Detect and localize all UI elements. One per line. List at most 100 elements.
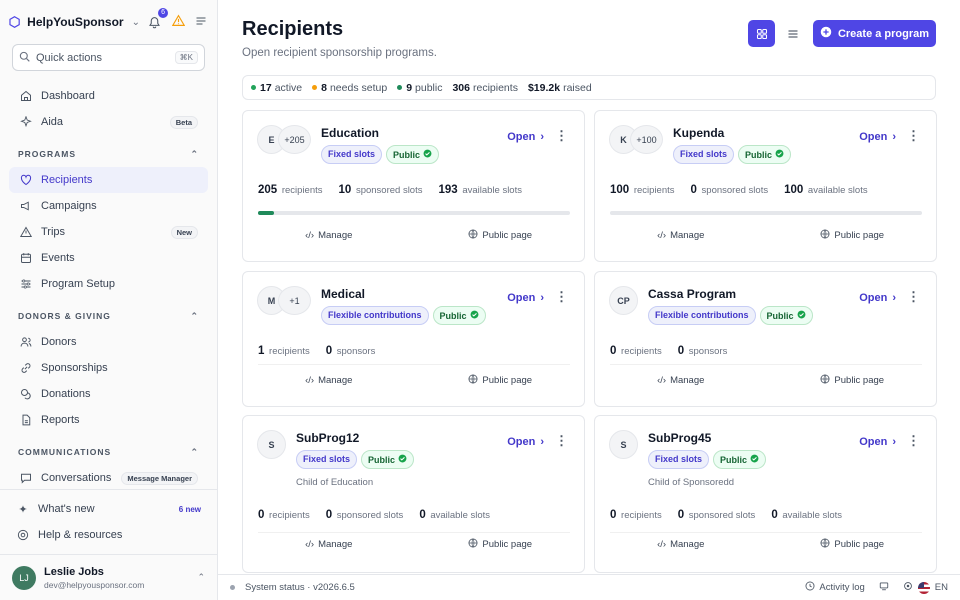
triangle-icon xyxy=(19,225,33,239)
language-picker[interactable]: EN xyxy=(903,581,948,594)
manage-link[interactable]: ‹/› Manage xyxy=(305,230,353,241)
program-name[interactable]: Kupenda xyxy=(673,126,725,140)
program-card-kupenda[interactable]: K +100 Kupenda Fixed slots Public Open › ⋮ … xyxy=(594,110,937,262)
public-page-link[interactable]: Public page xyxy=(767,538,939,551)
manage-link[interactable]: ‹/› Manage xyxy=(657,539,705,550)
more-options-icon[interactable]: ⋮ xyxy=(907,433,920,448)
public-tag: Public xyxy=(432,306,486,325)
program-card-education[interactable]: E +205 Education Fixed slots Public Open › … xyxy=(242,110,585,262)
program-name[interactable]: Cassa Program xyxy=(648,287,737,301)
program-name[interactable]: SubProg45 xyxy=(648,431,712,445)
open-button[interactable]: Open › xyxy=(507,131,544,143)
warning-icon[interactable] xyxy=(171,14,186,30)
chevron-up-icon: ⌃ xyxy=(190,148,199,159)
progress-bar xyxy=(258,211,570,215)
sidebar-item-label: Conversations xyxy=(41,472,112,484)
sidebar-bottom: ✦ What's new 6 new Help & resources xyxy=(0,489,217,554)
open-button[interactable]: Open › xyxy=(507,436,544,448)
sidebar-item-aida[interactable]: Aida Beta xyxy=(9,109,208,135)
user-menu[interactable]: LJ Leslie Jobs dev@helpyousponsor.com ⌃ xyxy=(0,554,217,600)
view-toggle xyxy=(748,20,806,47)
program-name[interactable]: Education xyxy=(321,126,380,140)
sidebar-item-label: Recipients xyxy=(41,174,93,186)
sidebar-item-campaigns[interactable]: Campaigns xyxy=(9,193,208,219)
open-button[interactable]: Open › xyxy=(859,292,896,304)
stat-needs-setup: 8 needs setup xyxy=(312,82,387,94)
sidebar-item-recipients[interactable]: Recipients xyxy=(9,167,208,193)
public-page-link[interactable]: Public page xyxy=(415,538,587,551)
section-communications[interactable]: COMMUNICATIONS ⌃ xyxy=(0,439,217,465)
chevron-up-icon: ⌃ xyxy=(197,572,205,582)
more-options-icon[interactable]: ⋮ xyxy=(907,128,920,143)
check-circle-icon xyxy=(797,310,806,321)
stat-active: 17 active xyxy=(251,82,302,94)
metric-recipients: 100 recipients xyxy=(610,184,675,196)
users-icon xyxy=(19,335,33,349)
sidebar-item-sponsorships[interactable]: Sponsorships xyxy=(9,355,208,381)
user-email: dev@helpyousponsor.com xyxy=(44,579,145,590)
system-status[interactable]: System status · v2026.6.5 xyxy=(245,582,355,593)
brand-name[interactable]: HelpYouSponsor xyxy=(27,15,124,29)
list-icon xyxy=(788,29,797,38)
program-card-cassa-program[interactable]: CP Cassa Program Flexible contributions P… xyxy=(594,271,937,407)
help-link[interactable]: Help & resources xyxy=(6,522,211,548)
manage-link[interactable]: ‹/› Manage xyxy=(305,375,353,386)
sidebar-item-reports[interactable]: Reports xyxy=(9,407,208,433)
chevron-down-icon[interactable]: ⌄ xyxy=(131,16,140,28)
create-program-button[interactable]: Create a program xyxy=(813,20,936,47)
divider xyxy=(258,532,570,533)
sidebar-item-events[interactable]: Events xyxy=(9,245,208,271)
more-options-icon[interactable]: ⋮ xyxy=(555,433,568,448)
sidebar-item-program-setup[interactable]: Program Setup xyxy=(9,271,208,297)
whats-new-link[interactable]: ✦ What's new 6 new xyxy=(6,496,211,522)
program-card-subprog12[interactable]: S SubProg12 Fixed slots Public Child of E… xyxy=(242,415,585,573)
activity-log-link[interactable]: Activity log xyxy=(805,581,865,594)
sidebar-item-label: Aida xyxy=(41,116,64,128)
quick-actions-input[interactable]: Quick actions ⌘K xyxy=(12,44,205,71)
public-page-link[interactable]: Public page xyxy=(415,374,587,387)
section-donors-giving[interactable]: DONORS & GIVING ⌃ xyxy=(0,303,217,329)
more-recipients-count: +100 xyxy=(630,125,663,154)
megaphone-icon xyxy=(19,199,33,213)
footer: System status · v2026.6.5 Activity log E… xyxy=(218,574,960,600)
open-button[interactable]: Open › xyxy=(507,292,544,304)
public-page-link[interactable]: Public page xyxy=(767,374,939,387)
program-card-subprog45[interactable]: S SubProg45 Fixed slots Public Child of S… xyxy=(594,415,937,573)
chevron-up-icon: ⌃ xyxy=(190,446,199,457)
manage-link[interactable]: ‹/› Manage xyxy=(657,375,705,386)
monitor-icon[interactable] xyxy=(879,581,889,594)
list-view-button[interactable] xyxy=(779,20,806,47)
more-options-icon[interactable]: ⋮ xyxy=(907,289,920,304)
open-button[interactable]: Open › xyxy=(859,436,896,448)
chat-icon xyxy=(19,471,33,485)
sidebar-item-dashboard[interactable]: Dashboard xyxy=(9,83,208,109)
language-label: EN xyxy=(934,582,948,593)
grid-icon xyxy=(756,28,767,39)
type-tag: Fixed slots xyxy=(321,145,383,164)
sidebar-item-donors[interactable]: Donors xyxy=(9,329,208,355)
public-page-link[interactable]: Public page xyxy=(767,229,939,242)
check-circle-icon xyxy=(398,454,407,465)
more-options-icon[interactable]: ⋮ xyxy=(555,289,568,304)
more-options-icon[interactable]: ⋮ xyxy=(555,128,568,143)
section-programs[interactable]: PROGRAMS ⌃ xyxy=(0,141,217,167)
home-icon xyxy=(19,89,33,103)
sidebar-item-label: Events xyxy=(41,252,75,264)
chevron-right-icon: › xyxy=(892,292,896,304)
manage-link[interactable]: ‹/› Manage xyxy=(305,539,353,550)
program-name[interactable]: Medical xyxy=(321,287,366,301)
manage-link[interactable]: ‹/› Manage xyxy=(657,230,705,241)
sidebar-item-conversations[interactable]: Conversations Message Manager xyxy=(9,465,208,489)
sparkle-icon: ✦ xyxy=(18,503,28,516)
grid-view-button[interactable] xyxy=(748,20,775,47)
public-page-link[interactable]: Public page xyxy=(415,229,587,242)
brand-bar: HelpYouSponsor ⌄ 6 xyxy=(0,0,217,44)
menu-icon[interactable] xyxy=(195,15,207,30)
program-card-medical[interactable]: M +1 Medical Flexible contributions Public… xyxy=(242,271,585,407)
open-button[interactable]: Open › xyxy=(859,131,896,143)
sidebar-item-donations[interactable]: Donations xyxy=(9,381,208,407)
sidebar-item-trips[interactable]: Trips New xyxy=(9,219,208,245)
program-name[interactable]: SubProg12 xyxy=(296,431,360,445)
code-icon: ‹/› xyxy=(657,375,667,386)
bell-icon[interactable]: 6 xyxy=(146,8,168,30)
